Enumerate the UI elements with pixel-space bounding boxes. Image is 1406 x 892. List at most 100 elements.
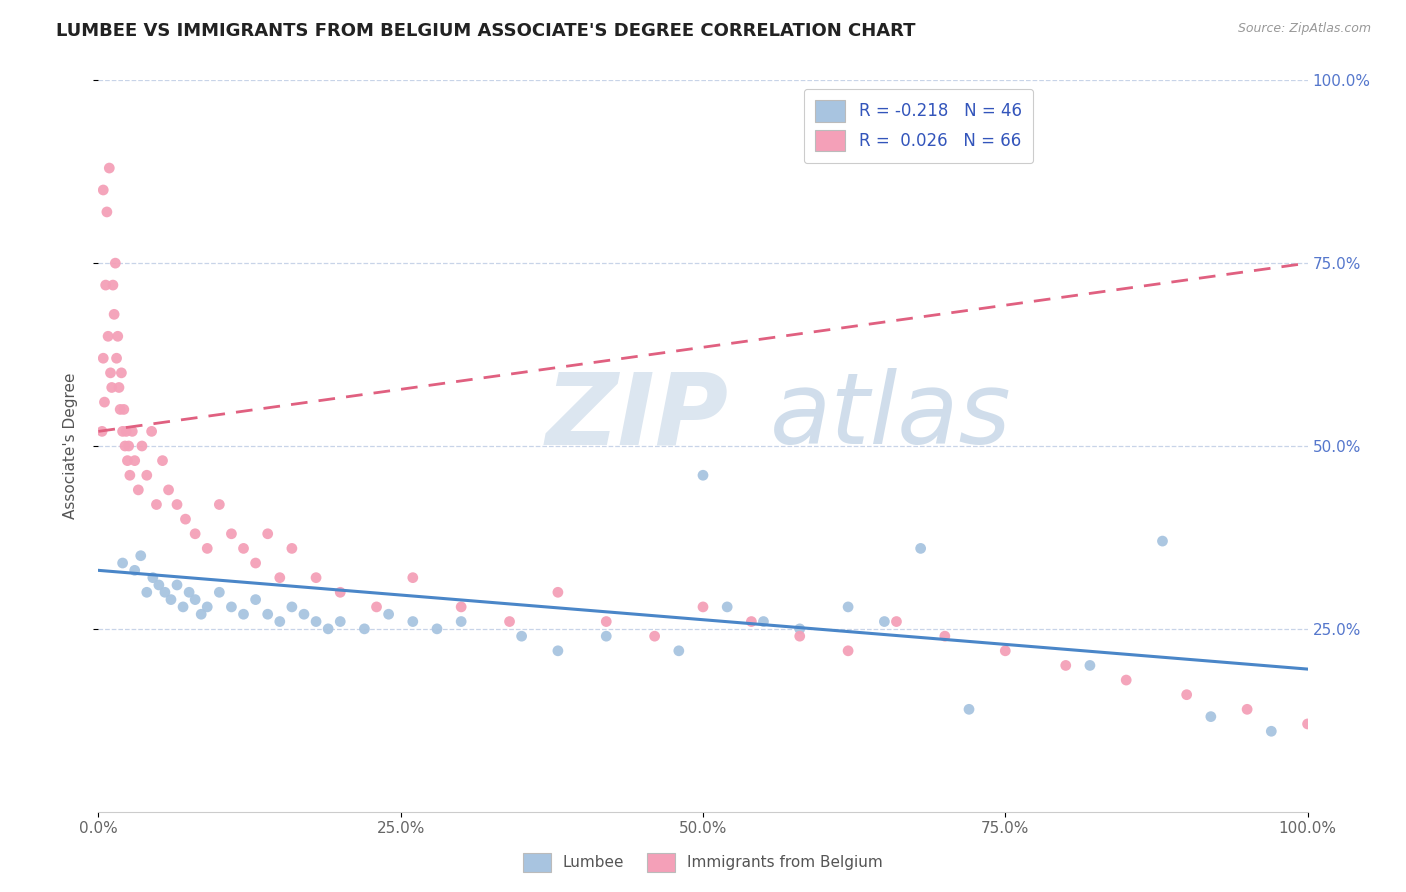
Point	[547, 644, 569, 658]
Point	[1175, 688, 1198, 702]
Point	[789, 629, 811, 643]
Point	[100, 366, 122, 380]
Point	[127, 483, 149, 497]
Point	[934, 629, 956, 643]
Point	[190, 607, 212, 622]
Point	[269, 571, 291, 585]
Point	[1199, 709, 1222, 723]
Point	[135, 585, 157, 599]
Point	[1078, 658, 1101, 673]
Point	[329, 585, 352, 599]
Point	[174, 512, 197, 526]
Point	[377, 607, 399, 622]
Point	[114, 439, 136, 453]
Point	[117, 453, 139, 467]
Point	[131, 439, 153, 453]
Point	[93, 395, 115, 409]
Legend: Lumbee, Immigrants from Belgium: Lumbee, Immigrants from Belgium	[516, 845, 890, 880]
Point	[104, 256, 127, 270]
Text: Source: ZipAtlas.com: Source: ZipAtlas.com	[1237, 22, 1371, 36]
Point	[450, 615, 472, 629]
Point	[195, 599, 218, 614]
Point	[108, 380, 131, 394]
Point	[195, 541, 218, 556]
Point	[692, 599, 714, 614]
Point	[1236, 702, 1258, 716]
Point	[118, 468, 141, 483]
Point	[208, 585, 231, 599]
Point	[141, 425, 163, 439]
Point	[115, 425, 138, 439]
Point	[160, 592, 183, 607]
Point	[752, 615, 775, 629]
Point	[101, 278, 124, 293]
Point	[148, 578, 170, 592]
Point	[837, 644, 859, 658]
Point	[221, 599, 243, 614]
Point	[281, 599, 304, 614]
Point	[366, 599, 388, 614]
Point	[644, 629, 666, 643]
Point	[547, 585, 569, 599]
Point	[1152, 534, 1174, 549]
Point	[245, 556, 267, 570]
Point	[121, 425, 143, 439]
Point	[166, 498, 188, 512]
Point	[111, 425, 134, 439]
Point	[402, 615, 425, 629]
Point	[305, 615, 328, 629]
Point	[281, 541, 304, 556]
Point	[157, 483, 180, 497]
Point	[837, 599, 859, 614]
Point	[153, 585, 176, 599]
Point	[510, 629, 533, 643]
Point	[152, 453, 174, 467]
Point	[107, 329, 129, 343]
Point	[232, 541, 254, 556]
Point	[245, 592, 267, 607]
Text: atlas: atlas	[769, 368, 1011, 466]
Point	[179, 585, 201, 599]
Point	[112, 402, 135, 417]
Point	[1115, 673, 1137, 687]
Point	[221, 526, 243, 541]
Text: LUMBEE VS IMMIGRANTS FROM BELGIUM ASSOCIATE'S DEGREE CORRELATION CHART: LUMBEE VS IMMIGRANTS FROM BELGIUM ASSOCI…	[56, 22, 915, 40]
Point	[142, 571, 165, 585]
Point	[91, 425, 114, 439]
Y-axis label: Associate's Degree: Associate's Degree	[63, 373, 77, 519]
Point	[595, 629, 617, 643]
Point	[1260, 724, 1282, 739]
Point	[292, 607, 315, 622]
Point	[166, 578, 188, 592]
Point	[910, 541, 932, 556]
Point	[329, 615, 352, 629]
Point	[886, 615, 908, 629]
Point	[208, 498, 231, 512]
Point	[450, 599, 472, 614]
Point	[316, 622, 339, 636]
Point	[172, 599, 194, 614]
Point	[105, 351, 128, 366]
Point	[256, 526, 278, 541]
Point	[256, 607, 278, 622]
Point	[111, 556, 134, 570]
Point	[124, 453, 146, 467]
Point	[353, 622, 375, 636]
Point	[789, 622, 811, 636]
Point	[1296, 717, 1319, 731]
Point	[668, 644, 690, 658]
Point	[595, 615, 617, 629]
Point	[124, 563, 146, 577]
Point	[957, 702, 980, 716]
Point	[716, 599, 738, 614]
Point	[184, 526, 207, 541]
Point	[98, 161, 121, 175]
Point	[1054, 658, 1077, 673]
Point	[135, 468, 157, 483]
Point	[692, 468, 714, 483]
Point	[402, 571, 425, 585]
Point	[91, 183, 114, 197]
Point	[232, 607, 254, 622]
Point	[97, 329, 120, 343]
Point	[269, 615, 291, 629]
